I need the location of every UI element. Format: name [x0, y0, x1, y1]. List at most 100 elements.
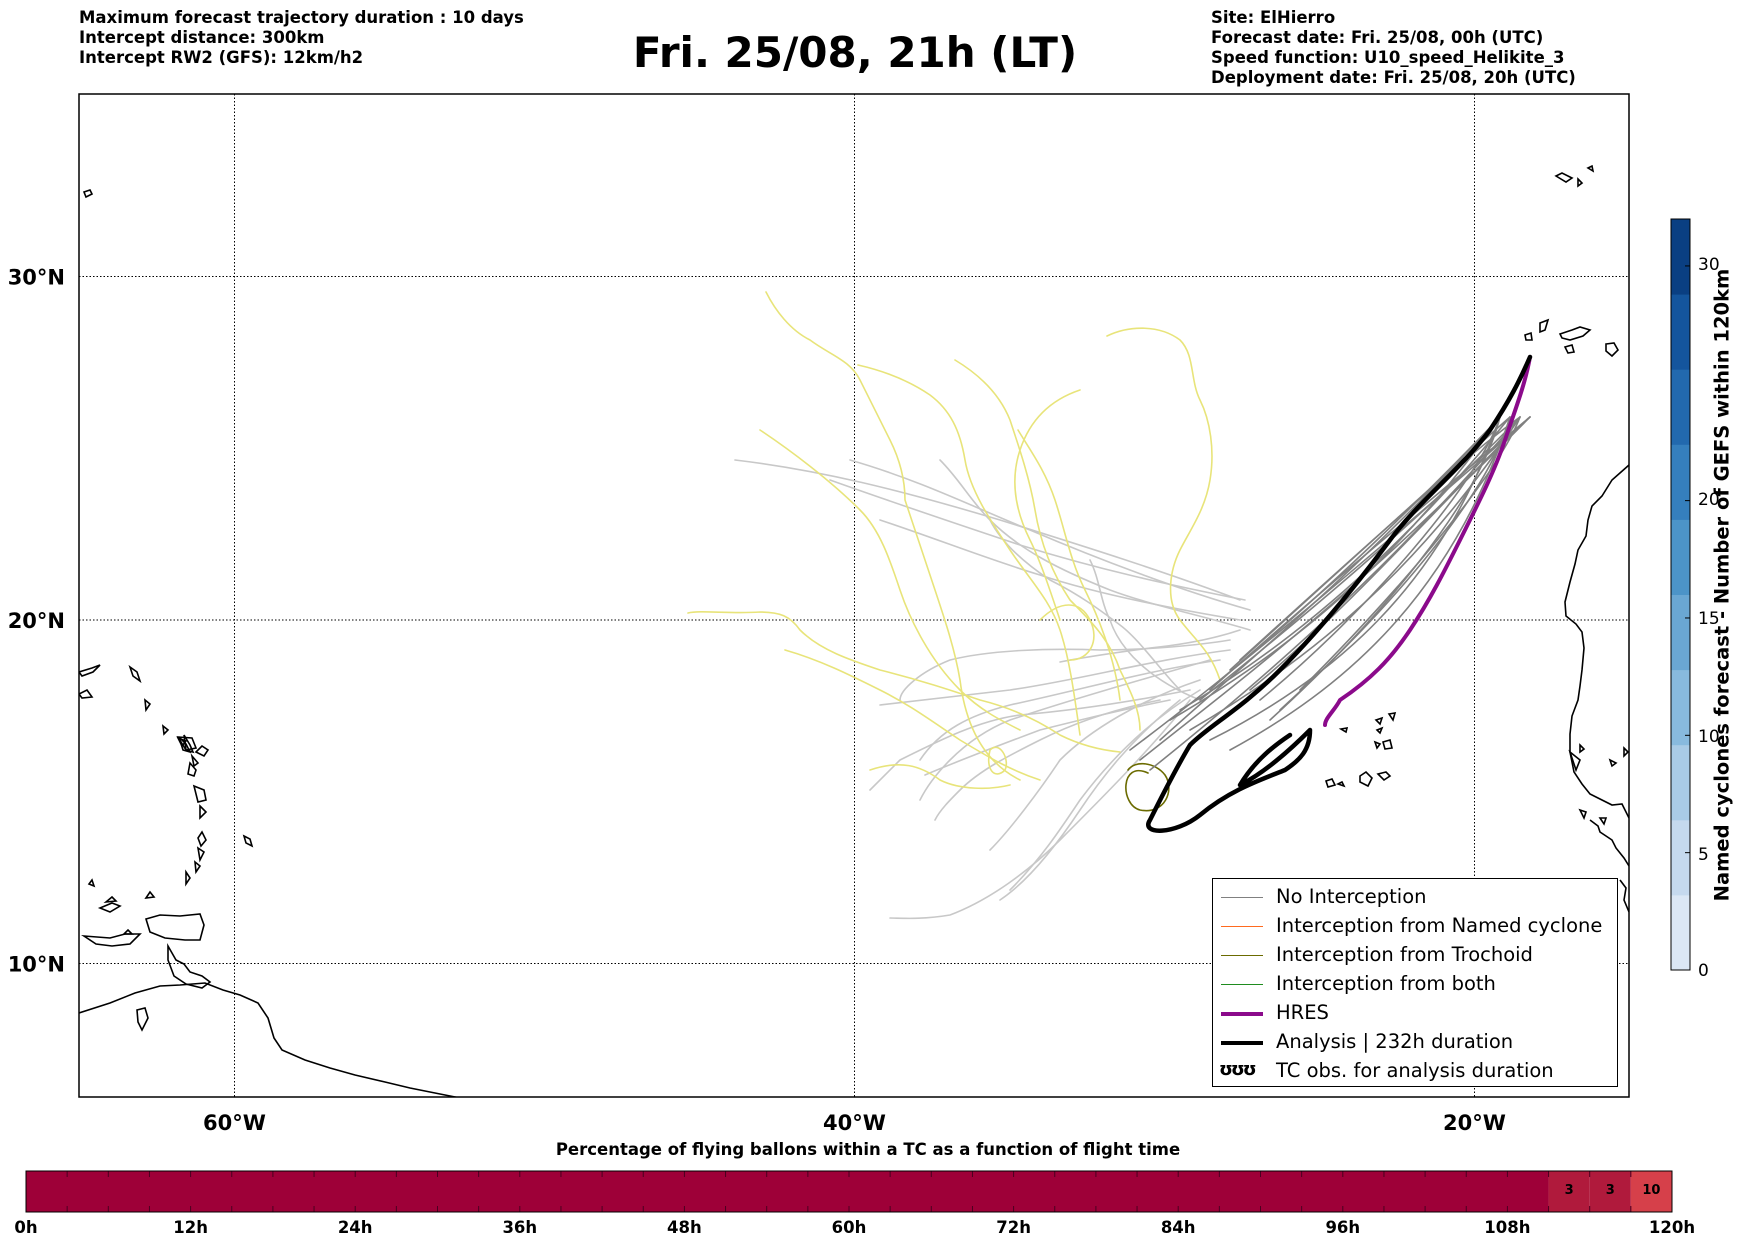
colorbar-segment: [1671, 594, 1690, 671]
legend-item-both: Interception from both: [1213, 970, 1617, 999]
colorbar-segment: [1671, 744, 1690, 821]
track-trochoid-intercept: [1125, 762, 1170, 812]
track-trochoid-early: [1017, 429, 1121, 701]
site-text: Site: ElHierro: [1211, 8, 1336, 27]
tc-percentage-bar: [25, 1170, 1673, 1213]
track-trochoid-early: [687, 611, 1121, 753]
lat-tick-label: 20°N: [8, 609, 65, 633]
colorbar-segment: [1671, 219, 1690, 295]
bar-tick-label: 48h: [667, 1218, 702, 1237]
bar-tick-label: 12h: [173, 1218, 208, 1237]
track-trochoid-early: [869, 764, 1011, 790]
colorbar-tick: 10: [1698, 727, 1720, 747]
bar-value-label: 10: [1642, 1183, 1661, 1198]
track-trochoid-early: [759, 429, 1021, 731]
colorbar-segment: [1671, 519, 1690, 595]
axis-tick-labels: 60°W 40°W 20°W 30°N 20°N 10°N: [8, 266, 1506, 1136]
track-no-interception: [989, 519, 1181, 691]
track-no-interception: [1139, 416, 1531, 761]
colorbar: [1670, 218, 1691, 971]
legend-swatch: [1221, 1012, 1263, 1016]
track-no-interception: [889, 699, 1191, 920]
legend-swatch: [1221, 955, 1263, 956]
legend-label: Interception from Named cyclone: [1276, 914, 1603, 937]
track-no-interception: [1229, 416, 1511, 751]
trajectory-tracks: [687, 291, 1533, 920]
bar-value-label: 3: [1564, 1183, 1574, 1198]
legend-item-no-interception: No Interception: [1213, 883, 1617, 912]
south-america-coast: [79, 982, 460, 1097]
coastlines: [79, 164, 1629, 1097]
track-no-interception: [899, 639, 1231, 701]
legend-item-trochoid: Interception from Trochoid: [1213, 941, 1617, 970]
deployment-date-text: Deployment date: Fri. 25/08, 20h (UTC): [1211, 68, 1576, 87]
lon-tick-label: 20°W: [1443, 1111, 1506, 1135]
legend-swatch: [1221, 926, 1263, 927]
bar-frame: [25, 1170, 1673, 1213]
track-no-interception: [924, 699, 1171, 776]
track-trochoid-early: [784, 649, 1041, 781]
track-no-interception: [1259, 416, 1501, 701]
bar-segment: [26, 1171, 1549, 1212]
speed-function-text: Speed function: U10_speed_Helikite_3: [1211, 48, 1565, 67]
colorbar-label: Named cyclones forecast - Number of GEFS…: [1710, 268, 1734, 902]
bar-tick-label: 0h: [14, 1218, 38, 1237]
legend-label: TC obs. for analysis duration: [1276, 1059, 1554, 1082]
legend-swatch: [1221, 984, 1263, 985]
intercept-distance-text: Intercept distance: 300km: [79, 28, 325, 47]
track-no-interception: [1089, 559, 1201, 701]
lat-tick-label: 10°N: [8, 953, 65, 977]
forecast-info: Site: ElHierro Forecast date: Fri. 25/08…: [1211, 8, 1576, 88]
forecast-date-text: Forecast date: Fri. 25/08, 00h (UTC): [1211, 28, 1544, 47]
track-no-interception: [1059, 629, 1241, 663]
track-no-interception: [934, 699, 1161, 821]
intercept-rw2-text: Intercept RW2 (GFS): 12km/h2: [79, 48, 364, 67]
bar-tick-label: 96h: [1325, 1218, 1361, 1237]
venezuela-islands: [81, 933, 142, 947]
track-no-interception: [1249, 416, 1531, 691]
track-trochoid-early: [954, 359, 1141, 731]
colorbar-segment: [1671, 894, 1690, 971]
legend-item-analysis: Analysis | 232h duration: [1213, 1028, 1617, 1057]
legend-swatch: [1221, 1041, 1263, 1045]
colorbar-segment: [1671, 444, 1690, 520]
track-trochoid-early: [1039, 604, 1095, 661]
colorbar-segment: [1671, 819, 1690, 896]
legend-item-tc-obs: ʊʊʊ TC obs. for analysis duration: [1213, 1057, 1617, 1086]
track-no-interception: [919, 659, 1221, 761]
track-no-interception: [1299, 416, 1521, 691]
bar-segment: [1630, 1171, 1672, 1212]
legend-label: HRES: [1276, 1001, 1329, 1024]
track-no-interception: [999, 699, 1181, 901]
track-trochoid-early: [987, 746, 1008, 775]
colorbar-segment: [1671, 294, 1690, 370]
bar-tick-label: 36h: [502, 1218, 538, 1237]
track-no-interception: [879, 519, 1241, 621]
map-frame: [78, 93, 1630, 1098]
bar-tick-label: 72h: [996, 1218, 1031, 1237]
trinidad: [144, 913, 205, 941]
legend-label: No Interception: [1276, 885, 1427, 908]
lat-tick-label: 30°N: [8, 266, 65, 290]
africa-coast: [1564, 464, 1629, 819]
track-no-interception: [1199, 416, 1521, 701]
track-no-interception: [879, 649, 1231, 706]
track-no-interception: [989, 679, 1201, 851]
track-trochoid-early: [1014, 389, 1081, 621]
legend-label: Interception from both: [1276, 972, 1496, 995]
bar-tick-label: 108h: [1484, 1218, 1531, 1237]
bar-tick-label: 84h: [1160, 1218, 1196, 1237]
bar-segment: [1548, 1171, 1590, 1212]
colorbar-tick: 5: [1698, 845, 1709, 865]
colorbar-tick: 0: [1698, 961, 1709, 981]
canary-islands: [1539, 318, 1550, 334]
legend-label: Interception from Trochoid: [1276, 943, 1533, 966]
map-title: Fri. 25/08, 21h (LT): [632, 28, 1078, 77]
bar-tick-label: 24h: [337, 1218, 373, 1237]
bar-tick-label: 120h: [1648, 1218, 1696, 1237]
track-no-interception: [1159, 416, 1501, 741]
colorbar-segment: [1671, 669, 1690, 746]
colorbar-frame: [1670, 218, 1691, 971]
legend-item-named-cyclone: Interception from Named cyclone: [1213, 912, 1617, 941]
